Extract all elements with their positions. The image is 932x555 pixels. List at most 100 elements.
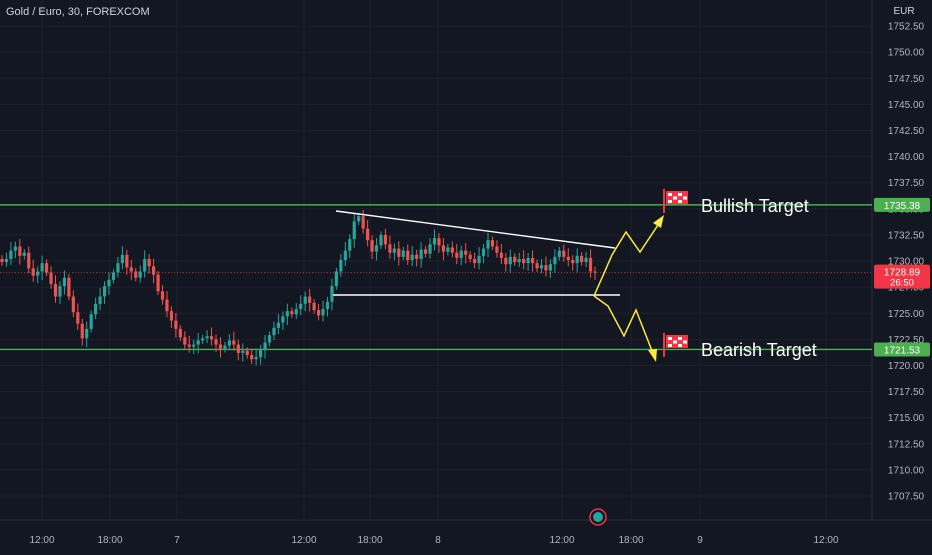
candle-body — [218, 344, 223, 349]
candle-body — [156, 274, 160, 292]
price-tick-label: 1715.00 — [888, 413, 925, 424]
candle-body — [165, 299, 169, 312]
candle-body — [312, 302, 316, 311]
last-price-text: 1728.89 — [884, 268, 921, 279]
candle-body — [120, 254, 124, 264]
candle-body — [36, 271, 40, 276]
time-tick-label: 12:00 — [291, 535, 316, 546]
candle-body — [553, 256, 557, 265]
bullish-target-label[interactable]: Bullish Target — [701, 196, 809, 216]
candle-body — [575, 255, 579, 264]
candle-body — [267, 335, 272, 343]
lower-level-badge[interactable] — [874, 342, 930, 357]
price-tick-label: 1730.00 — [888, 257, 925, 268]
upper-level-badge[interactable] — [874, 197, 930, 212]
candle-body — [53, 284, 58, 297]
candle-body — [379, 234, 383, 246]
checkered-flag-icon-check — [678, 344, 682, 347]
bullish-arrowhead — [653, 215, 664, 228]
candle-body — [285, 311, 289, 317]
candle-body — [392, 248, 396, 253]
candle-body — [49, 272, 53, 285]
candle-body — [22, 252, 26, 256]
candle-body — [374, 245, 379, 252]
candle-body — [250, 355, 254, 360]
checkered-flag-icon-check — [668, 200, 672, 203]
candle-body — [263, 342, 267, 350]
candle-body — [276, 322, 281, 328]
candle-body — [160, 291, 165, 300]
upper-level-badge-text: 1735.38 — [884, 201, 921, 212]
candle-body — [85, 328, 89, 339]
candle-body — [316, 310, 321, 316]
candle-body — [535, 263, 539, 269]
candle-body — [517, 258, 521, 263]
candle-body — [419, 249, 423, 259]
candle-body — [383, 234, 388, 245]
candle-body — [192, 344, 196, 347]
bearish-path[interactable] — [593, 295, 655, 357]
event-marker-dot — [593, 512, 603, 522]
candle-body — [455, 252, 459, 258]
candle-body — [245, 350, 249, 356]
candle-body — [13, 246, 17, 251]
candle-body — [428, 244, 432, 254]
candle-body — [107, 279, 111, 287]
candle-body — [343, 250, 347, 260]
checkered-flag-icon-check — [668, 337, 672, 340]
checkered-flag-icon-check — [678, 200, 682, 203]
candle-body — [450, 247, 454, 253]
candle-body — [58, 286, 62, 297]
candle-body — [62, 277, 67, 287]
time-tick-label: 18:00 — [97, 535, 122, 546]
candle-body — [44, 263, 49, 273]
price-tick-label: 1720.00 — [888, 361, 925, 372]
candle-body — [174, 320, 178, 329]
candle-body — [214, 339, 218, 345]
price-tick-label: 1717.50 — [888, 387, 925, 398]
candle-body — [588, 257, 593, 272]
candle-body — [490, 240, 495, 247]
candle-body — [259, 349, 263, 358]
candle-body — [566, 256, 570, 260]
time-tick-label: 9 — [697, 535, 703, 546]
candle-body — [281, 316, 285, 323]
candle-body — [415, 254, 419, 259]
candle-body — [473, 258, 477, 264]
candle-body — [432, 238, 437, 245]
candle-body — [94, 303, 98, 315]
candle-body — [40, 263, 44, 272]
candle-body — [308, 296, 312, 303]
last-price-badge[interactable] — [874, 264, 930, 289]
candle-body — [562, 250, 566, 257]
candle-body — [299, 303, 303, 310]
candle-body — [227, 340, 231, 346]
candle-body — [205, 336, 209, 339]
candle-body — [0, 258, 4, 263]
candle-body — [151, 266, 156, 275]
candle-body — [9, 250, 13, 259]
candle-body — [138, 271, 142, 278]
price-tick-label: 1752.50 — [888, 22, 925, 33]
candle-body — [31, 268, 35, 276]
candle-body — [321, 309, 325, 316]
symbol-title[interactable]: Gold / Euro, 30, FOREXCOM — [6, 6, 150, 18]
candle-body — [495, 246, 499, 253]
checkered-flag-icon-check — [668, 344, 672, 347]
checkered-flag-icon-check — [668, 193, 672, 196]
candle-body — [254, 357, 258, 360]
checkered-flag-icon-check — [673, 340, 677, 344]
candle-body — [147, 258, 151, 267]
candle-body — [241, 350, 245, 353]
candle-body — [544, 265, 548, 271]
checkered-flag-icon-check — [678, 193, 682, 196]
bearish-target-label[interactable]: Bearish Target — [701, 340, 817, 360]
price-tick-label: 1710.00 — [888, 465, 925, 476]
candle-body — [530, 257, 535, 264]
descending-trendline[interactable] — [335, 210, 616, 249]
candle-body — [18, 246, 22, 256]
bullish-path[interactable] — [593, 221, 661, 297]
